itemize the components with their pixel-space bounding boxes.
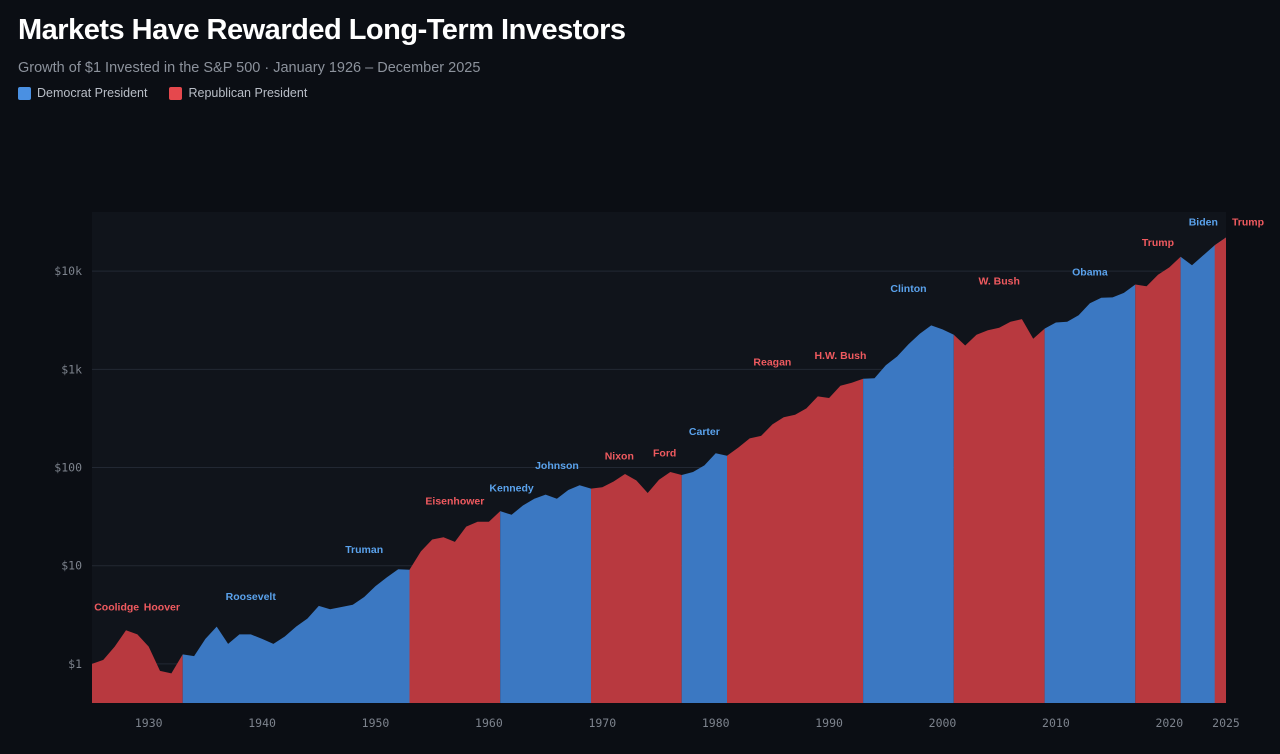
president-label: Ford bbox=[653, 447, 676, 459]
y-tick-label: $1 bbox=[68, 657, 82, 671]
president-label: Carter bbox=[689, 426, 720, 438]
x-tick-label: 2010 bbox=[1042, 716, 1070, 730]
republican-area bbox=[727, 378, 864, 703]
legend: Democrat President Republican President bbox=[18, 86, 307, 100]
x-tick-label: 2000 bbox=[929, 716, 957, 730]
y-tick-label: $1k bbox=[61, 362, 82, 376]
president-label: Johnson bbox=[535, 460, 579, 472]
x-tick-label: 2025 bbox=[1212, 716, 1240, 730]
president-label: Kennedy bbox=[489, 482, 534, 494]
legend-label-democrat: Democrat President bbox=[37, 86, 148, 100]
republican-area bbox=[92, 630, 183, 703]
legend-swatch-democrat bbox=[18, 86, 31, 100]
president-label: Truman bbox=[345, 544, 383, 556]
x-tick-label: 1980 bbox=[702, 716, 730, 730]
y-tick-label: $10k bbox=[54, 264, 82, 278]
president-label: Clinton bbox=[890, 283, 926, 295]
democrat-area bbox=[1044, 284, 1136, 703]
y-tick-label: $10 bbox=[61, 559, 82, 573]
president-label: Reagan bbox=[753, 356, 791, 368]
republican-area bbox=[1214, 237, 1226, 703]
president-label: Coolidge bbox=[94, 601, 139, 613]
president-label: Obama bbox=[1072, 267, 1108, 279]
x-tick-label: 1970 bbox=[588, 716, 616, 730]
democrat-area bbox=[182, 569, 410, 703]
republican-area bbox=[953, 319, 1045, 703]
republican-area bbox=[409, 511, 501, 703]
x-tick-label: 2020 bbox=[1155, 716, 1183, 730]
democrat-area bbox=[863, 325, 954, 703]
legend-swatch-republican bbox=[169, 86, 183, 100]
republican-area bbox=[1135, 256, 1181, 703]
democrat-area bbox=[681, 453, 727, 703]
x-tick-label: 1940 bbox=[248, 716, 276, 730]
democrat-area bbox=[500, 485, 591, 703]
chart-title: Markets Have Rewarded Long-Term Investor… bbox=[18, 14, 626, 46]
x-tick-label: 1960 bbox=[475, 716, 503, 730]
president-label: H.W. Bush bbox=[814, 350, 866, 362]
president-label: Trump bbox=[1232, 217, 1264, 229]
y-tick-label: $100 bbox=[54, 461, 82, 475]
legend-item-democrat[interactable]: Democrat President bbox=[18, 86, 147, 100]
president-label: Hoover bbox=[144, 601, 180, 613]
republican-area bbox=[591, 472, 682, 703]
president-label: W. Bush bbox=[978, 276, 1019, 288]
x-tick-label: 1950 bbox=[362, 716, 390, 730]
president-label: Eisenhower bbox=[425, 496, 484, 508]
president-label: Trump bbox=[1142, 237, 1174, 249]
president-label: Nixon bbox=[605, 451, 634, 463]
legend-label-republican: Republican President bbox=[188, 86, 308, 100]
president-label: Biden bbox=[1189, 217, 1218, 229]
x-tick-label: 1930 bbox=[135, 716, 163, 730]
president-label: Roosevelt bbox=[226, 591, 277, 603]
x-tick-label: 1990 bbox=[815, 716, 843, 730]
legend-item-republican[interactable]: Republican President bbox=[169, 86, 307, 100]
democrat-area bbox=[1180, 237, 1226, 703]
chart-subtitle: Growth of $1 Invested in the S&P 500 · J… bbox=[18, 60, 481, 76]
